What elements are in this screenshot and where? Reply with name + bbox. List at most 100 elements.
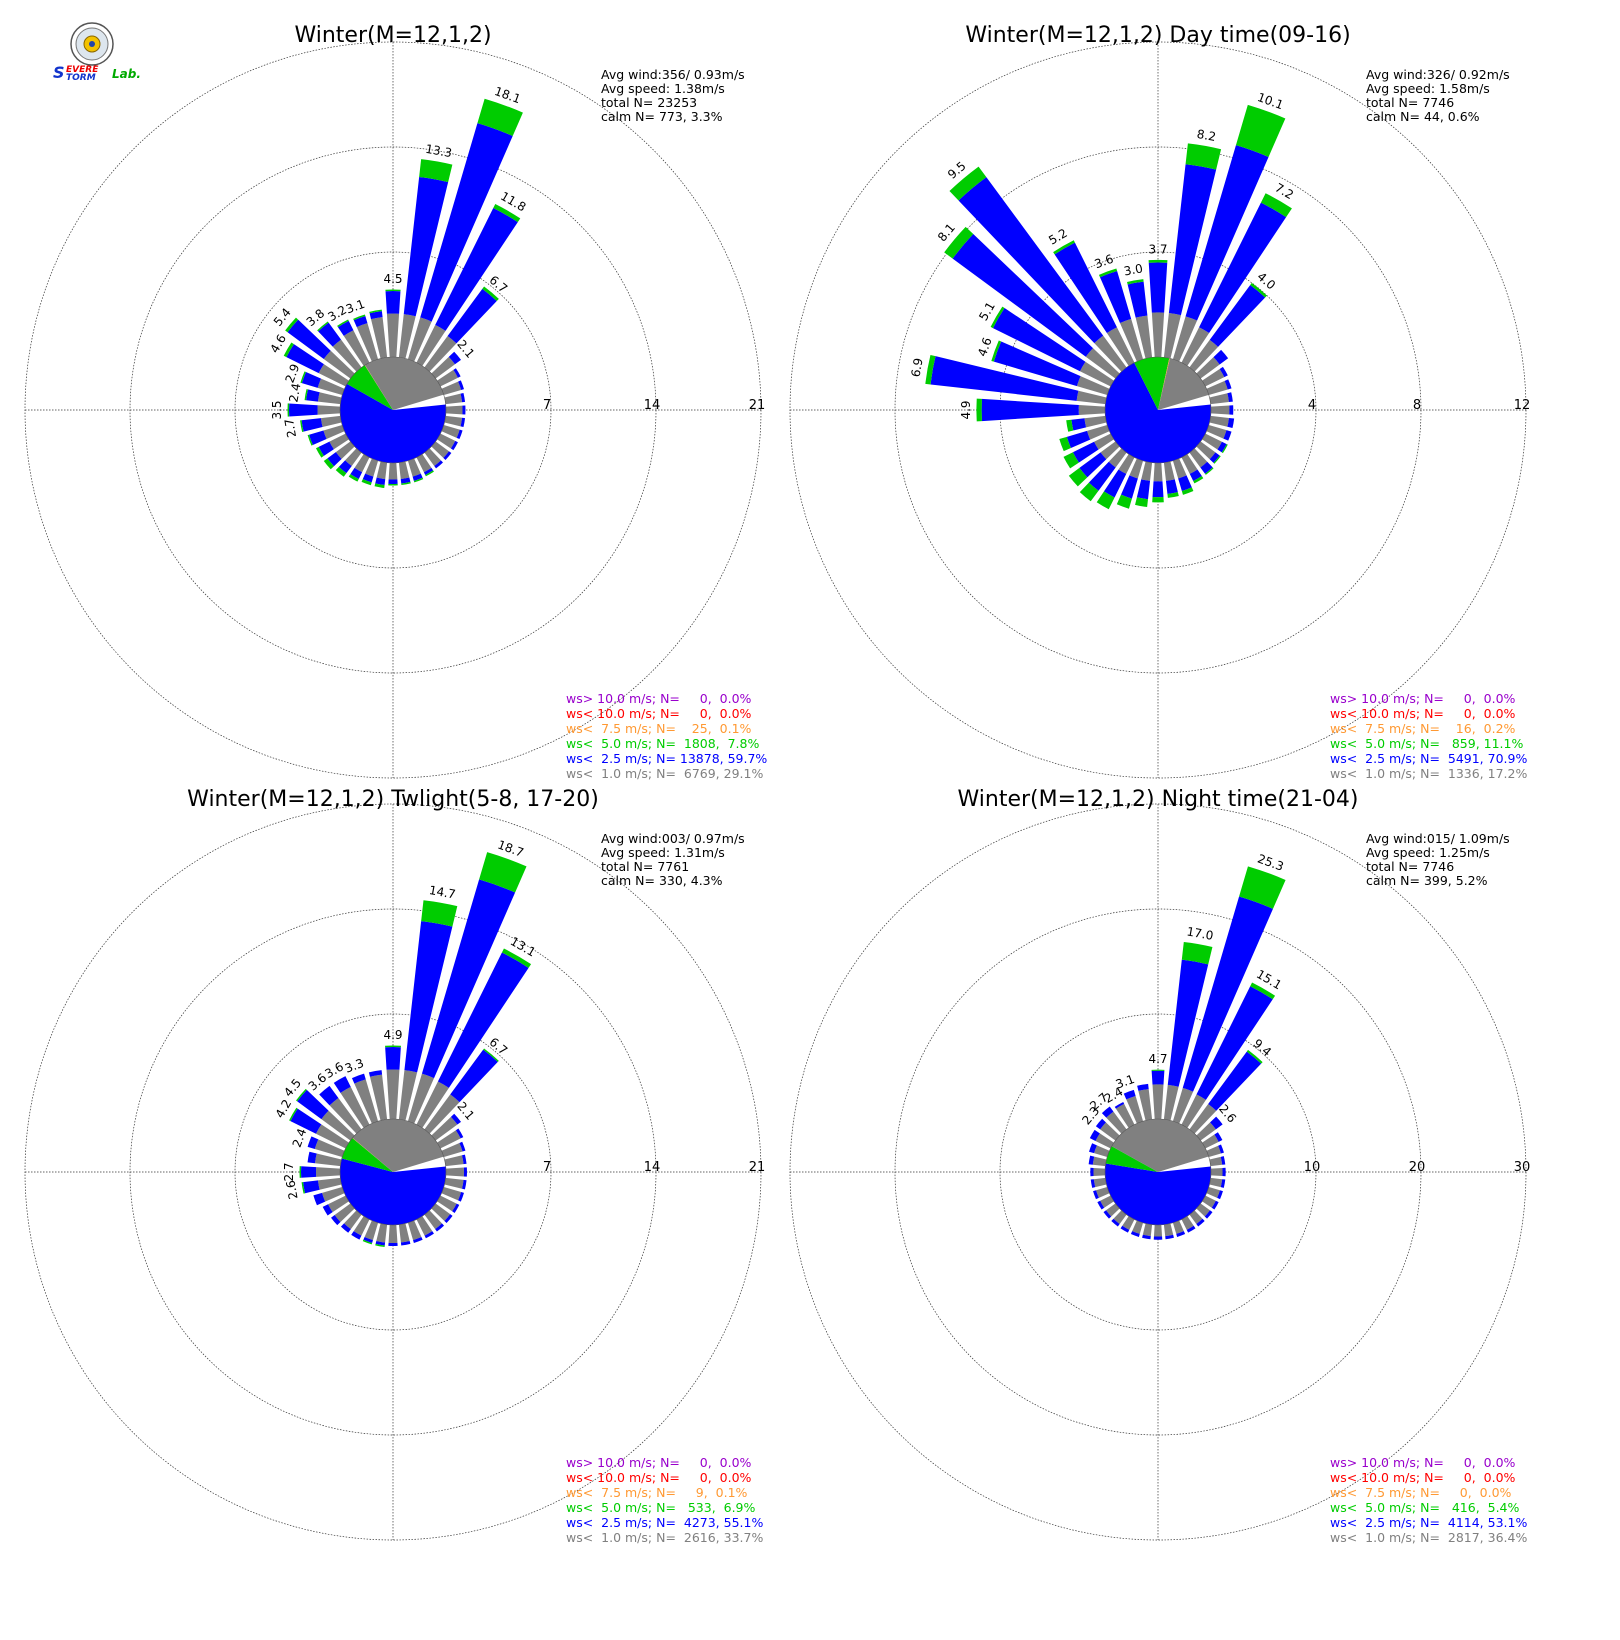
- bar-segment-gray: [424, 448, 441, 466]
- wind-bar-200: [362, 1220, 379, 1245]
- bar-segment-blue: [460, 417, 466, 428]
- speed-legend: ws> 10.0 m/s; N= 0, 0.0%ws< 10.0 m/s; N=…: [566, 691, 767, 781]
- bar-segment-blue: [447, 288, 497, 344]
- bar-segment-blue: [1114, 1101, 1125, 1109]
- bar-segment-green: [385, 289, 401, 292]
- bar-label: 2.9: [283, 362, 303, 385]
- bar-segment-green: [296, 1088, 307, 1102]
- bar-segment-gray: [1163, 312, 1181, 359]
- bar-segment-gray: [1129, 458, 1144, 479]
- bar-segment-blue: [1204, 1210, 1213, 1219]
- legend-entry: ws< 2.5 m/s; N= 4114, 53.1%: [1330, 1515, 1527, 1530]
- bar-segment-blue: [1089, 1129, 1100, 1141]
- bar-segment-gray: [340, 1086, 370, 1128]
- bar-segment-gray: [317, 378, 345, 396]
- bar-segment-gray: [1094, 433, 1114, 450]
- wind-bar-110: [441, 1186, 464, 1202]
- wind-bar-340: [353, 314, 379, 362]
- bar-segment-gray: [1106, 1111, 1127, 1134]
- wind-bar-20: [1172, 866, 1286, 1124]
- bar-segment-gray: [424, 1210, 442, 1230]
- bar-segment-gray: [1210, 405, 1230, 415]
- wind-bar-220: [340, 1210, 362, 1233]
- ring-label: 12: [1514, 398, 1531, 413]
- bar-segment-green: [991, 340, 1002, 362]
- calm-pie: [339, 1118, 447, 1226]
- wind-bar-40: [424, 286, 499, 372]
- bar-segment-gray: [1076, 376, 1110, 396]
- bar-segment-blue: [413, 1237, 423, 1243]
- bar-segment-blue: [448, 351, 462, 365]
- bar-segment-blue: [952, 234, 1094, 357]
- wind-bar-70: [1206, 1144, 1224, 1158]
- bar-segment-blue: [435, 1223, 445, 1232]
- wind-bar-240: [322, 1195, 349, 1216]
- bar-segment-green: [413, 477, 424, 483]
- wind-bar-260: [1066, 415, 1107, 432]
- wind-bar-320: [1101, 1106, 1127, 1134]
- bar-label: 4.7: [1148, 1052, 1167, 1066]
- bar-segment-blue: [400, 1241, 411, 1246]
- bar-segment-green: [289, 1107, 298, 1122]
- wind-bar-240: [1063, 433, 1114, 469]
- bar-segment-blue: [306, 389, 320, 402]
- wind-bar-290: [307, 1136, 345, 1158]
- ring-label: 21: [749, 1160, 766, 1175]
- bar-segment-blue: [318, 441, 334, 456]
- bar-segment-blue: [319, 1085, 339, 1106]
- bar-segment-blue: [1121, 475, 1138, 499]
- calm-slice-ws_lt_2_5: [340, 383, 446, 463]
- bar-segment-gray: [344, 1210, 362, 1230]
- bar-segment-gray: [437, 1195, 457, 1212]
- wind-bar-140: [424, 448, 443, 469]
- wind-bar-350: [1137, 1083, 1153, 1121]
- logo-letter-s: S: [53, 63, 65, 82]
- bar-segment-green: [323, 458, 334, 470]
- bar-segment-blue: [424, 1231, 434, 1239]
- bar-segment-gray: [1196, 357, 1220, 379]
- wind-bars: [283, 98, 523, 489]
- bar-segment-gray: [316, 1167, 341, 1177]
- wind-bar-90: [445, 1167, 467, 1177]
- bar-segment-blue: [351, 1073, 366, 1084]
- bar-segment-blue: [1182, 896, 1273, 1092]
- wind-bar-160: [407, 1220, 423, 1243]
- bar-segment-blue: [993, 341, 1081, 387]
- bar-segment-gray: [1118, 454, 1135, 474]
- bar-label: 8.2: [1196, 127, 1217, 144]
- avg-wind-text: Avg wind:356/ 0.93m/s: [601, 67, 745, 82]
- bar-segment-gray: [1172, 1087, 1194, 1124]
- bar-segment-blue: [333, 1076, 351, 1093]
- wind-bar-300: [990, 306, 1114, 387]
- bar-segment-blue: [444, 1214, 453, 1224]
- bar-segment-green: [337, 319, 349, 328]
- wind-bar-150: [1181, 454, 1204, 484]
- wind-bar-50: [431, 351, 462, 379]
- calm-pie-outline: [339, 1118, 447, 1226]
- bar-segment-gray: [329, 433, 349, 450]
- bar-segment-gray: [323, 350, 355, 379]
- bar-segment-blue: [1224, 379, 1232, 390]
- bar-segment-green: [1193, 476, 1204, 484]
- bar-segment-blue: [351, 1231, 362, 1240]
- wind-bar-160: [1172, 458, 1194, 495]
- wind-bar-330: [337, 319, 370, 366]
- bar-segment-blue: [1088, 1155, 1095, 1165]
- bar-segment-blue: [1227, 392, 1233, 403]
- bar-segment-gray: [1076, 390, 1107, 405]
- bar-segment-green: [1066, 419, 1074, 432]
- wind-bar-110: [1206, 424, 1232, 441]
- bar-segment-green: [501, 948, 532, 968]
- wind-bar-340: [351, 1073, 379, 1124]
- bar-segment-green: [493, 203, 521, 223]
- bar-labels: 3.78.210.17.24.04.96.94.65.18.19.55.23.6…: [909, 90, 1296, 420]
- bar-segment-gray: [424, 335, 457, 372]
- bar-segment-gray: [317, 392, 342, 405]
- bar-segment-gray: [1093, 1177, 1107, 1188]
- bar-segment-gray: [416, 454, 432, 473]
- bar-segment-gray: [354, 1079, 379, 1124]
- bar-label: 3.6: [1093, 252, 1116, 272]
- calm-slice-ws_lt_2_5: [1105, 1163, 1211, 1225]
- wind-bar-50: [1196, 1116, 1223, 1141]
- bar-segment-green: [1239, 866, 1286, 909]
